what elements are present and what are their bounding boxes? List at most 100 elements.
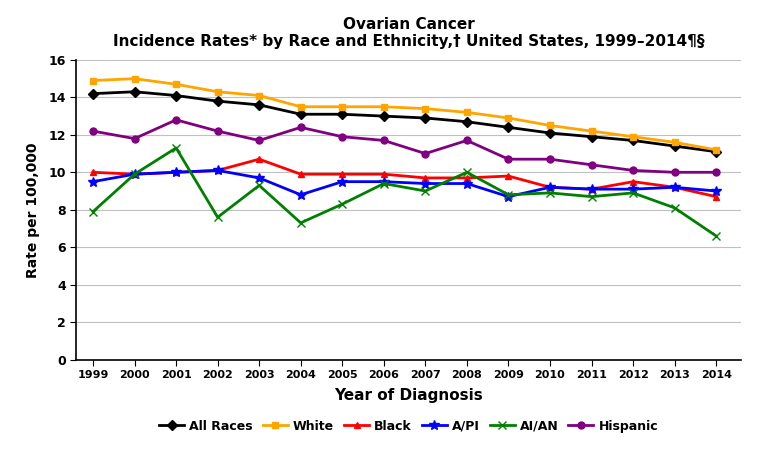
- AI/AN: [254, 183, 264, 188]
- AI/AN: [296, 220, 306, 225]
- White: [254, 93, 264, 98]
- Black: [89, 170, 98, 175]
- Hispanic: [711, 170, 720, 175]
- AI/AN: [711, 233, 720, 239]
- Hispanic: [379, 138, 388, 143]
- AI/AN: [89, 209, 98, 214]
- All Races: [296, 112, 306, 117]
- Hispanic: [421, 151, 430, 156]
- Black: [503, 173, 513, 179]
- A/PI: [213, 168, 222, 173]
- A/PI: [462, 181, 471, 186]
- Hispanic: [629, 168, 638, 173]
- Black: [670, 184, 679, 190]
- All Races: [379, 113, 388, 119]
- Hispanic: [338, 134, 347, 140]
- A/PI: [379, 179, 388, 184]
- AI/AN: [587, 194, 596, 200]
- Black: [587, 186, 596, 192]
- White: [545, 123, 555, 128]
- White: [503, 115, 513, 121]
- All Races: [711, 149, 720, 154]
- AI/AN: [421, 188, 430, 194]
- White: [213, 89, 222, 95]
- All Races: [629, 138, 638, 143]
- Line: AI/AN: AI/AN: [89, 144, 720, 240]
- Black: [213, 168, 222, 173]
- White: [670, 140, 679, 145]
- All Races: [587, 134, 596, 140]
- Y-axis label: Rate per 100,000: Rate per 100,000: [26, 142, 40, 278]
- A/PI: [130, 171, 139, 177]
- All Races: [254, 102, 264, 108]
- All Races: [462, 119, 471, 124]
- Hispanic: [213, 128, 222, 134]
- AI/AN: [670, 205, 679, 211]
- Line: A/PI: A/PI: [88, 165, 721, 201]
- White: [89, 78, 98, 83]
- Black: [338, 171, 347, 177]
- A/PI: [711, 188, 720, 194]
- A/PI: [171, 170, 180, 175]
- A/PI: [587, 186, 596, 192]
- White: [629, 134, 638, 140]
- Legend: All Races, White, Black, A/PI, AI/AN, Hispanic: All Races, White, Black, A/PI, AI/AN, Hi…: [160, 420, 658, 433]
- All Races: [213, 98, 222, 104]
- AI/AN: [338, 201, 347, 207]
- White: [296, 104, 306, 110]
- White: [421, 106, 430, 112]
- White: [462, 110, 471, 115]
- A/PI: [89, 179, 98, 184]
- AI/AN: [171, 145, 180, 151]
- A/PI: [545, 184, 555, 190]
- White: [379, 104, 388, 110]
- Black: [711, 194, 720, 200]
- Title: Ovarian Cancer
Incidence Rates* by Race and Ethnicity,† United States, 1999–2014: Ovarian Cancer Incidence Rates* by Race …: [113, 17, 704, 49]
- All Races: [338, 112, 347, 117]
- Hispanic: [296, 124, 306, 130]
- Black: [629, 179, 638, 184]
- All Races: [421, 115, 430, 121]
- White: [130, 76, 139, 82]
- Hispanic: [462, 138, 471, 143]
- A/PI: [254, 175, 264, 181]
- Hispanic: [130, 136, 139, 142]
- All Races: [89, 91, 98, 96]
- All Races: [545, 130, 555, 136]
- X-axis label: Year of Diagnosis: Year of Diagnosis: [335, 388, 483, 403]
- All Races: [670, 143, 679, 149]
- AI/AN: [130, 171, 139, 177]
- Black: [254, 156, 264, 162]
- White: [587, 128, 596, 134]
- AI/AN: [629, 190, 638, 195]
- Black: [421, 175, 430, 181]
- Hispanic: [670, 170, 679, 175]
- Line: All Races: All Races: [89, 89, 720, 155]
- A/PI: [670, 184, 679, 190]
- A/PI: [503, 194, 513, 200]
- AI/AN: [379, 181, 388, 186]
- AI/AN: [462, 170, 471, 175]
- Black: [171, 170, 180, 175]
- A/PI: [629, 186, 638, 192]
- A/PI: [338, 179, 347, 184]
- Line: Hispanic: Hispanic: [89, 116, 720, 176]
- All Races: [171, 93, 180, 98]
- Hispanic: [503, 156, 513, 162]
- AI/AN: [503, 192, 513, 198]
- A/PI: [421, 181, 430, 186]
- Hispanic: [171, 117, 180, 123]
- White: [338, 104, 347, 110]
- A/PI: [296, 192, 306, 198]
- Black: [379, 171, 388, 177]
- Hispanic: [545, 156, 555, 162]
- Black: [296, 171, 306, 177]
- AI/AN: [213, 214, 222, 220]
- All Races: [130, 89, 139, 95]
- Hispanic: [587, 162, 596, 168]
- Black: [462, 175, 471, 181]
- Black: [130, 171, 139, 177]
- White: [171, 82, 180, 87]
- AI/AN: [545, 190, 555, 195]
- White: [711, 147, 720, 153]
